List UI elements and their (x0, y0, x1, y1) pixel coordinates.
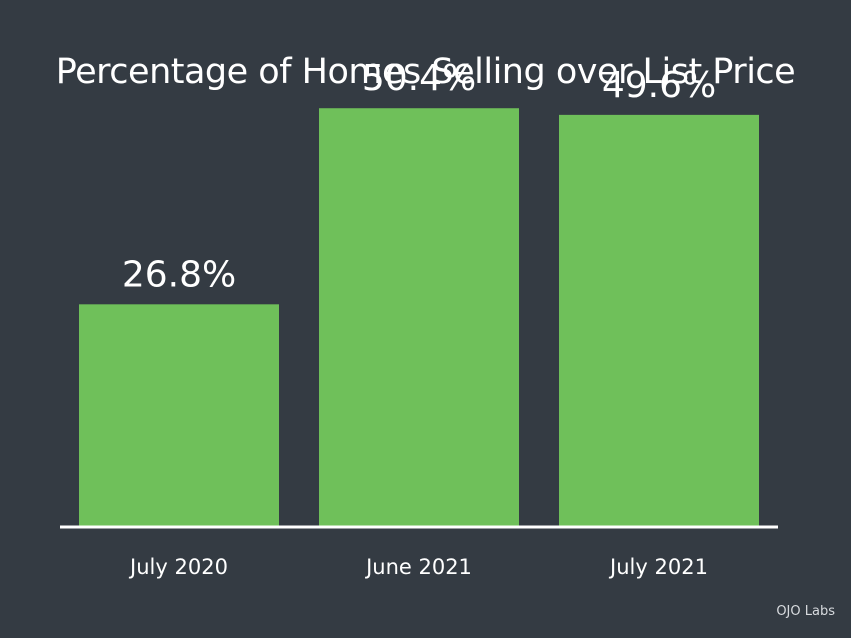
source-credit: OJO Labs (776, 604, 835, 619)
x-tick-label: June 2021 (364, 555, 472, 579)
data-label: 26.8% (122, 254, 236, 295)
bar-july-2020 (79, 304, 279, 527)
bar-july-2021 (559, 114, 759, 528)
x-tick-label: July 2021 (608, 555, 708, 579)
x-tick-label: July 2020 (128, 555, 228, 579)
data-label: 50.4% (362, 58, 476, 99)
data-label: 49.6% (602, 65, 716, 106)
chart-title: Percentage of Homes Selling over List Pr… (55, 52, 796, 92)
bar-june-2021 (319, 108, 519, 528)
